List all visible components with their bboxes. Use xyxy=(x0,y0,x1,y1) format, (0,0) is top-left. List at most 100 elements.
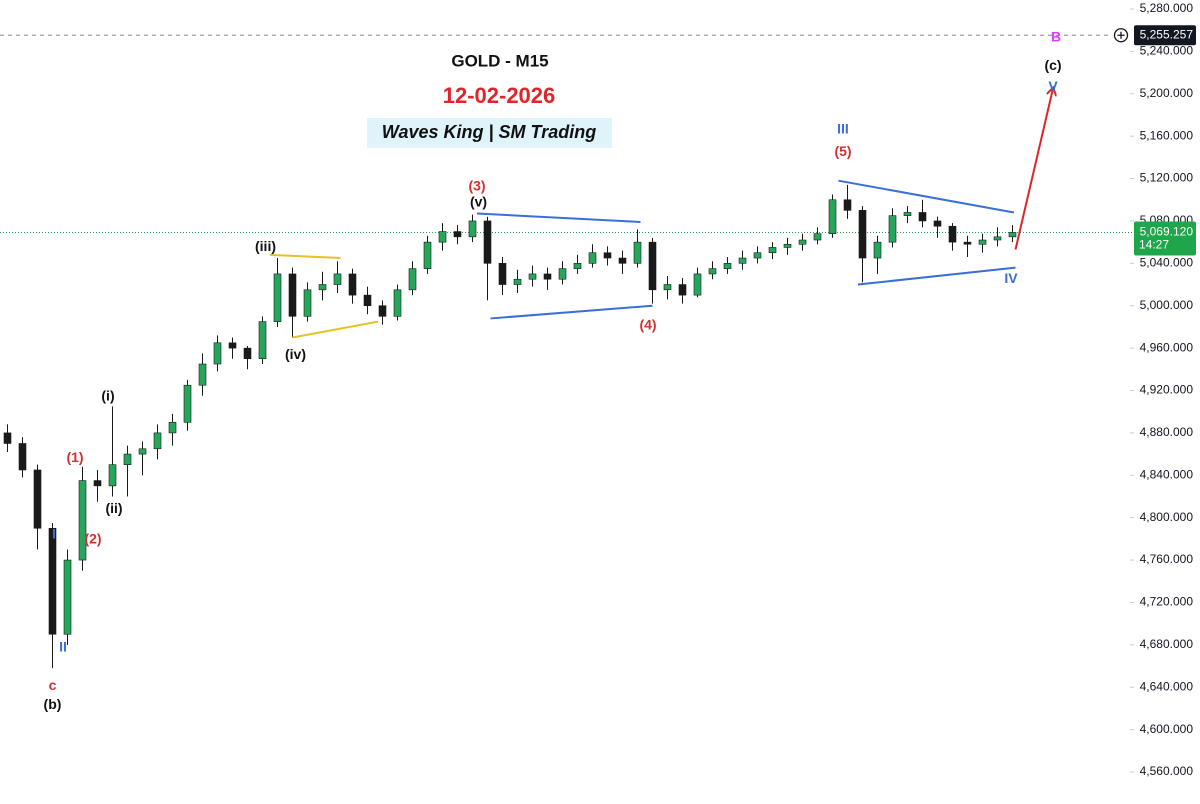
candle-body xyxy=(348,273,357,296)
candle-body xyxy=(783,243,792,248)
candle-body xyxy=(468,220,477,238)
candle-body xyxy=(933,220,942,227)
y-tick-label: 5,280.000 xyxy=(1140,1,1194,15)
candle-body xyxy=(873,241,882,259)
wave-label: (v) xyxy=(470,194,487,210)
y-tick-label: 4,920.000 xyxy=(1140,383,1194,397)
y-tick-label: 4,600.000 xyxy=(1140,722,1194,736)
candle-body xyxy=(993,236,1002,241)
y-tick-label: 4,640.000 xyxy=(1140,679,1194,693)
candle-body xyxy=(363,294,372,307)
y-tick-label: 4,840.000 xyxy=(1140,467,1194,481)
trend-line xyxy=(292,320,379,339)
candle-body xyxy=(513,278,522,285)
candle-body xyxy=(393,289,402,317)
y-tick-label: 4,760.000 xyxy=(1140,552,1194,566)
caption-bg xyxy=(367,118,612,148)
candle-body xyxy=(603,252,612,259)
y-tick-label: 4,960.000 xyxy=(1140,340,1194,354)
candle-body xyxy=(333,273,342,285)
candle-body xyxy=(273,273,282,322)
candle-body xyxy=(483,220,492,264)
candle-body xyxy=(498,263,507,285)
y-tick-label: 5,040.000 xyxy=(1140,256,1194,270)
candle-body xyxy=(123,453,132,465)
candle-body xyxy=(693,273,702,296)
countdown-label: 14:27 xyxy=(1139,238,1169,252)
y-tick-label: 5,120.000 xyxy=(1140,171,1194,185)
last-price-label: 5,069.120 xyxy=(1140,225,1194,239)
candle-body xyxy=(978,239,987,245)
candle-body xyxy=(888,215,897,243)
wave-label: (5) xyxy=(834,143,851,159)
chart-caption: Waves King | SM Trading xyxy=(382,122,596,142)
candle-body xyxy=(798,239,807,245)
candle-body xyxy=(198,363,207,386)
candle-body xyxy=(558,268,567,280)
candle-body xyxy=(633,241,642,264)
candle-body xyxy=(843,199,852,211)
candle-body xyxy=(1008,232,1017,238)
y-tick-label: 4,560.000 xyxy=(1140,764,1194,778)
chart-title: GOLD - M15 xyxy=(451,51,548,70)
candle-body xyxy=(453,231,462,238)
trend-line xyxy=(490,304,653,320)
candle-body xyxy=(78,480,87,561)
trend-line xyxy=(476,212,641,224)
marker-price-label: 5,255.257 xyxy=(1140,27,1194,41)
candle-body xyxy=(723,263,732,269)
candle-body xyxy=(738,257,747,264)
candle-body xyxy=(858,210,867,259)
y-tick-label: 4,880.000 xyxy=(1140,425,1194,439)
candle-body xyxy=(228,342,237,349)
last-price-box xyxy=(1134,221,1196,256)
trend-line xyxy=(838,179,1015,214)
y-tick-label: 5,000.000 xyxy=(1140,298,1194,312)
trend-line xyxy=(857,266,1016,286)
candle-body xyxy=(213,342,222,365)
candle-body xyxy=(33,469,42,529)
wave-label: B xyxy=(1051,28,1061,44)
wave-label: II xyxy=(59,639,67,655)
wave-label: (c) xyxy=(1044,57,1061,73)
candle-body xyxy=(828,199,837,234)
candle-body xyxy=(813,233,822,241)
candle-body xyxy=(288,273,297,317)
candle-body xyxy=(753,252,762,259)
y-tick-label: 4,800.000 xyxy=(1140,510,1194,524)
wave-label: IV xyxy=(1004,270,1018,286)
candle-body xyxy=(108,464,117,487)
candle-body xyxy=(303,289,312,317)
wave-label: (iv) xyxy=(285,346,306,362)
candle-body xyxy=(183,384,192,423)
candle-body xyxy=(423,241,432,269)
wave-label: (1) xyxy=(66,449,83,465)
wave-label: V xyxy=(1048,78,1058,94)
candle-body xyxy=(63,559,72,635)
y-tick-label: 5,160.000 xyxy=(1140,128,1194,142)
wave-label: (b) xyxy=(44,696,62,712)
candle-body xyxy=(378,305,387,317)
candle-body xyxy=(948,225,957,243)
candle-body xyxy=(243,347,252,360)
add-alert-icon xyxy=(1117,31,1125,39)
candle-body xyxy=(963,241,972,245)
candle-body xyxy=(153,432,162,450)
candle-body xyxy=(138,448,147,455)
y-tick-label: 4,680.000 xyxy=(1140,637,1194,651)
marker-price-box xyxy=(1134,25,1196,46)
wave-label: (2) xyxy=(84,531,101,547)
candle-body xyxy=(708,268,717,275)
candle-body xyxy=(438,231,447,243)
projection-arrow xyxy=(1014,88,1054,250)
candle-body xyxy=(93,480,102,487)
candle-body xyxy=(408,268,417,291)
candle-body xyxy=(318,284,327,291)
wave-label: (iii) xyxy=(255,238,276,254)
wave-label: (4) xyxy=(639,317,656,333)
candle-body xyxy=(48,527,57,635)
y-tick-label: 5,200.000 xyxy=(1140,86,1194,100)
chart-date: 12-02-2026 xyxy=(443,83,556,108)
candle-body xyxy=(573,263,582,269)
